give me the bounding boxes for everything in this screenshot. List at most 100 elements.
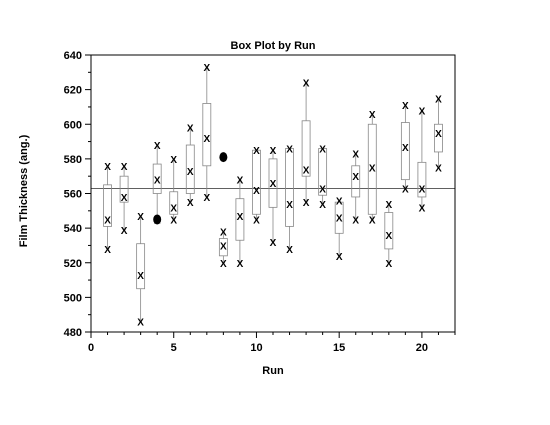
point-median: X [435,129,442,140]
point-min: X [137,318,144,329]
y-tick-label: 540 [64,223,82,235]
box-run-16: XXX [351,150,361,226]
box-run-17: X X X [367,110,377,226]
box-run-15: XXX [334,196,344,263]
box-run-19: X X X [400,101,410,195]
point-min: X [352,215,359,226]
point-min: X [170,215,177,226]
point-median: X [402,143,409,154]
point-min: X [203,193,210,204]
point-median: X [137,271,144,282]
box-run-2: X X X [119,162,129,237]
box-iqr [152,163,162,194]
box-run-5: XXX [169,155,179,226]
box-run-7: X X X [202,63,212,204]
point-min: X [270,238,277,249]
point-max: X [319,144,326,155]
y-tick-label: 580 [64,154,82,166]
point-max: X [435,94,442,105]
point-max: X [187,124,194,135]
y-tick-label: 560 [64,189,82,201]
point-median: X [104,215,111,226]
box-iqr [384,212,394,250]
point-min: X [435,164,442,175]
boxes-layer: XXXXXXXXXXXXXXXXXXXXXXXXXXXXXXXXXXXXXXXX… [103,63,443,329]
point-min: X [402,184,409,195]
box-run-10: X X X [252,146,261,226]
x-tick-label: 15 [333,342,345,354]
box-run-21: X X X [434,94,443,175]
y-tick-label: 620 [64,85,82,97]
point-median: X [237,212,244,223]
y-axis: 480 500 520 540 560 580 600 620 640 [64,50,91,339]
box-iqr [268,158,278,208]
point-median: X [154,176,161,187]
box-iqr [218,238,228,257]
point-median: X [286,200,293,211]
box-run-18: X X X [384,200,394,270]
box-iqr [318,148,328,196]
box-iqr [185,144,195,194]
box-run-12: X X X [285,144,294,256]
point-max: X [220,228,227,239]
point-min: X [385,259,392,270]
point-min: X [220,259,227,270]
x-tick-label: 5 [171,342,177,354]
point-min: X [253,215,260,226]
point-max: X [203,63,210,74]
point-min: X [419,203,426,214]
box-iqr [334,201,344,234]
outlier-point [153,214,162,225]
point-max: X [352,150,359,161]
point-max: X [402,101,409,112]
point-min: X [336,252,343,263]
box-iqr [136,243,146,290]
box-run-8: XXX [218,228,228,270]
y-tick-label: 500 [64,292,82,304]
point-median: X [352,172,359,183]
point-median: X [203,134,210,145]
y-axis-title: Film Thickness (ang.) [18,134,30,247]
box-iqr [202,103,212,167]
point-max: X [253,146,260,157]
point-median: X [369,164,376,175]
box-iqr [417,161,427,198]
point-max: X [369,110,376,121]
point-median: X [220,241,227,252]
point-max: X [303,79,310,90]
point-max: X [336,196,343,207]
point-median: X [303,165,310,176]
point-max: X [270,146,277,157]
box-iqr [235,198,245,241]
box-run-20: XXX [417,106,427,214]
point-median: X [187,167,194,178]
point-min: X [187,198,194,209]
y-tick-label: 600 [64,119,82,131]
point-max: X [286,144,293,155]
point-max: X [121,162,128,173]
x-tick-label: 0 [88,342,94,354]
outliers-layer [153,152,228,225]
point-median: X [419,184,426,195]
point-median: X [319,184,326,195]
point-min: X [286,245,293,256]
box-run-6: X X X [185,124,195,209]
box-iqr [252,149,261,215]
x-tick-label: 10 [250,342,262,354]
box-iqr [119,175,129,203]
y-tick-label: 640 [64,50,82,62]
point-max: X [419,106,426,117]
y-tick-label: 520 [64,258,82,270]
plot-frame [90,54,456,333]
point-max: X [385,200,392,211]
point-median: X [121,193,128,204]
point-median: X [385,231,392,242]
x-axis: 0 5 10 15 20 [88,332,456,354]
box-run-3: X X X [136,212,146,329]
box-iqr [434,123,443,153]
y-tick-label: 480 [64,327,82,339]
box-iqr [103,184,112,227]
point-max: X [154,141,161,152]
point-median: X [336,214,343,225]
